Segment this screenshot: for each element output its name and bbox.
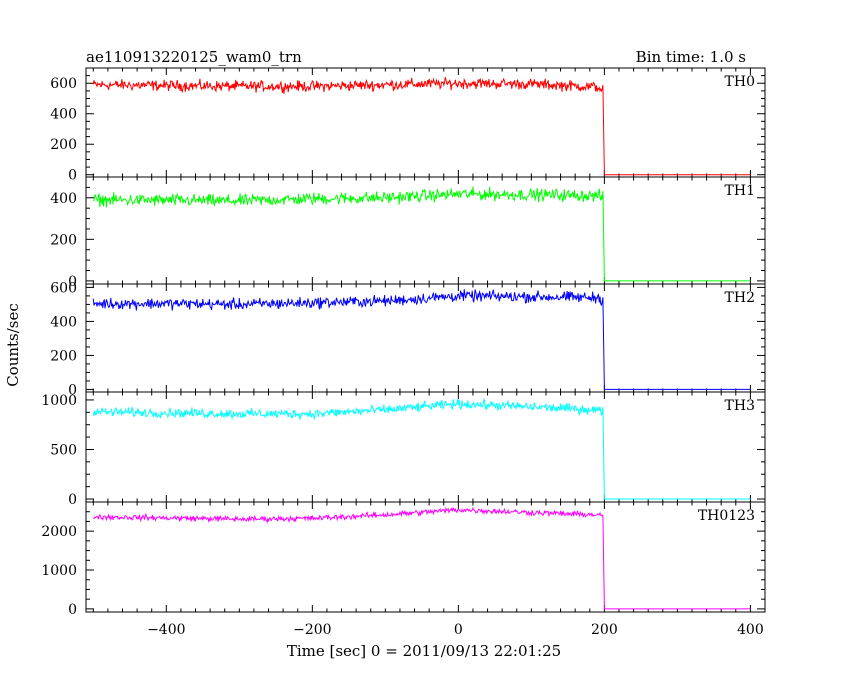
x-tick-label: 200 [591, 622, 618, 638]
y-tick-label: 0 [68, 602, 77, 618]
y-tick-label: 400 [50, 314, 77, 330]
y-tick-label: 0 [68, 492, 77, 508]
panel-label-th2: TH2 [725, 290, 755, 306]
y-tick-label: 1000 [41, 393, 77, 409]
series-line-th2 [92, 289, 751, 390]
y-tick-label: 600 [50, 76, 77, 92]
series-line-th1 [93, 186, 751, 282]
y-tick-label: 0 [68, 168, 77, 184]
chart-title: ae110913220125_wam0_trn [86, 48, 302, 66]
y-tick-label: 600 [50, 280, 77, 296]
x-tick-label: −200 [293, 622, 331, 638]
y-tick-label: 2000 [41, 524, 77, 540]
panel-frame-th2 [85, 283, 766, 393]
y-tick-label: 200 [50, 348, 77, 364]
series-line-th0 [92, 76, 751, 176]
series-line-th3 [92, 397, 751, 500]
x-tick-label: 0 [454, 622, 463, 638]
y-tick-label: 0 [68, 274, 77, 290]
x-tick-label: −400 [147, 622, 185, 638]
y-tick-label: 500 [50, 442, 77, 458]
y-tick-label: 400 [50, 191, 77, 207]
panel-label-th0: TH0 [725, 74, 755, 90]
y-axis-label: Counts/sec [4, 303, 22, 387]
y-tick-label: 200 [50, 232, 77, 248]
bin-time-label: Bin time: 1.0 s [636, 48, 746, 66]
panels-group: 0 200 400 600 TH0 0 200 400 TH1 0 200 400 600 TH2 0 500… [41, 67, 766, 638]
y-tick-label: 200 [50, 137, 77, 153]
y-tick-label: 0 [68, 382, 77, 398]
y-tick-label: 400 [50, 107, 77, 123]
y-tick-label: 1000 [41, 563, 77, 579]
panel-label-th3: TH3 [725, 398, 755, 414]
panel-label-th0123: TH0123 [698, 508, 755, 524]
panel-label-th1: TH1 [725, 183, 755, 199]
panel-frame-th3 [85, 391, 766, 503]
x-axis-label: Time [sec] 0 = 2011/09/13 22:01:25 [287, 642, 561, 660]
x-tick-label: 400 [737, 622, 764, 638]
panel-frame-th0123 [85, 501, 766, 613]
series-line-th0123 [93, 506, 751, 610]
